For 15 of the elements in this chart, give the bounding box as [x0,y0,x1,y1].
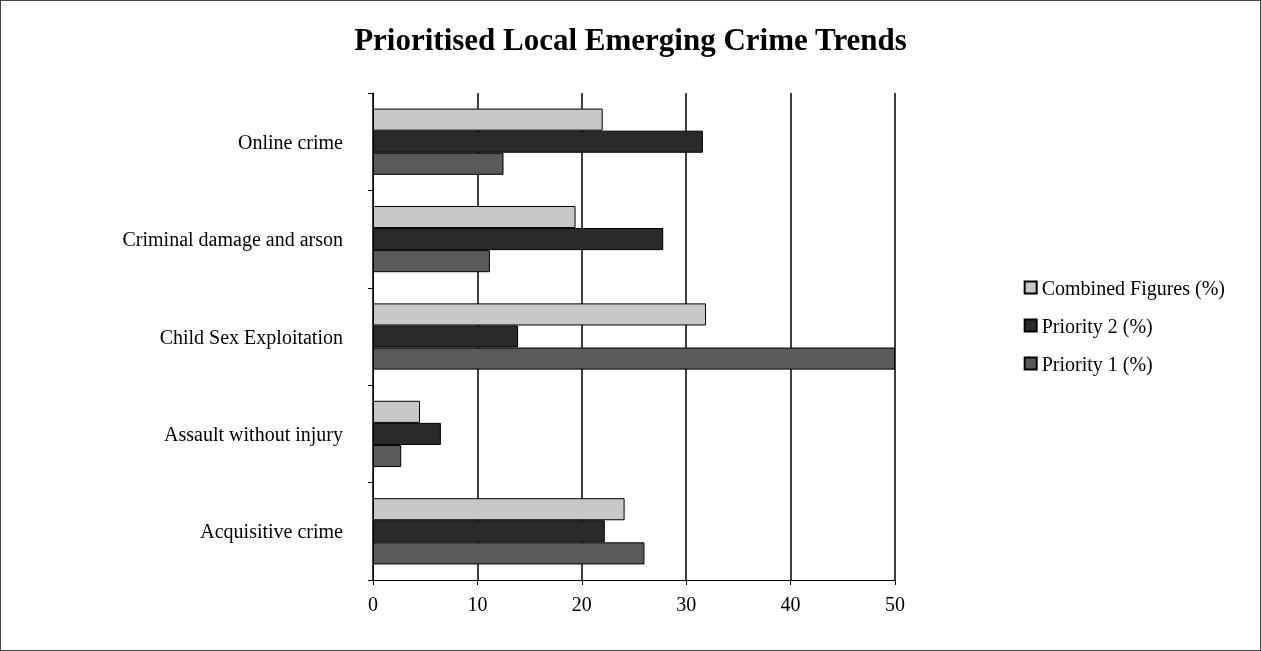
chart-title: Prioritised Local Emerging Crime Trends [354,22,907,57]
y-tick-label: Criminal damage and arson [122,228,343,252]
x-tick-label: 20 [571,593,592,615]
x-tick-label: 40 [780,593,801,615]
y-tick-label: Child Sex Exploitation [159,325,343,349]
x-tick-label: 50 [885,593,905,615]
legend-label: Priority 2 (%) [1041,314,1153,338]
legend-label: Priority 1 (%) [1041,352,1153,376]
x-tick-label: 10 [467,593,488,615]
x-tick-label: 0 [368,593,378,615]
legend-label: Combined Figures (%) [1041,276,1225,300]
y-tick-label: Acquisitive crime [200,520,344,544]
x-tick-label: 30 [676,593,697,615]
y-tick-label: Online crime [238,130,344,153]
y-tick-label: Assault without injury [164,422,343,446]
